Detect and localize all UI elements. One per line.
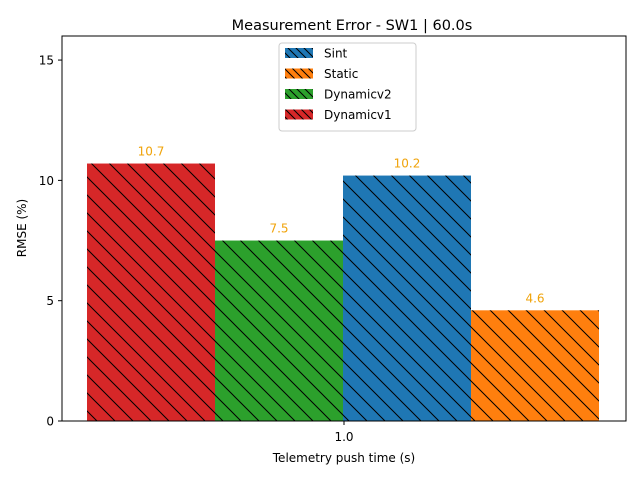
legend-label-static: Static <box>324 67 358 81</box>
legend-swatch-hatch-dynamicv1 <box>285 109 313 120</box>
x-axis-ticks: 1.0 <box>334 421 354 444</box>
y-tick-label: 15 <box>39 54 54 68</box>
y-tick-label: 0 <box>46 415 54 429</box>
x-axis-label: Telemetry push time (s) <box>272 451 415 465</box>
data-label-dynamicv2: 7.5 <box>269 222 288 236</box>
bar-hatch-sint <box>343 175 471 421</box>
y-tick-label: 5 <box>46 294 54 308</box>
legend: Sint Static Dynamicv2 Dynamicv1 <box>278 42 417 132</box>
legend-label-dynamicv1: Dynamicv1 <box>324 108 392 122</box>
chart-title: Measurement Error - SW1 | 60.0s <box>232 18 473 34</box>
data-labels-group: 10.7 7.5 10.2 4.6 <box>138 145 545 306</box>
data-label-sint: 10.2 <box>394 157 421 171</box>
legend-label-sint: Sint <box>324 47 348 61</box>
bars-group <box>87 163 599 421</box>
legend-box <box>278 42 417 132</box>
legend-swatch-hatch-dynamicv2 <box>285 89 313 99</box>
legend-label-dynamicv2: Dynamicv2 <box>324 88 392 102</box>
bar-hatch-dynamicv2 <box>215 240 343 421</box>
legend-swatch-hatch-static <box>285 68 313 79</box>
data-label-static: 4.6 <box>525 291 544 305</box>
y-axis-ticks: 0 5 10 15 <box>39 54 62 429</box>
data-label-dynamicv1: 10.7 <box>138 145 165 159</box>
legend-swatch-hatch-sint <box>285 48 313 58</box>
y-axis-label: RMSE (%) <box>15 199 29 257</box>
bar-hatch-dynamicv1 <box>87 163 215 421</box>
y-tick-label: 10 <box>39 174 54 188</box>
x-tick-label: 1.0 <box>334 430 353 444</box>
bar-hatch-static <box>471 310 599 421</box>
